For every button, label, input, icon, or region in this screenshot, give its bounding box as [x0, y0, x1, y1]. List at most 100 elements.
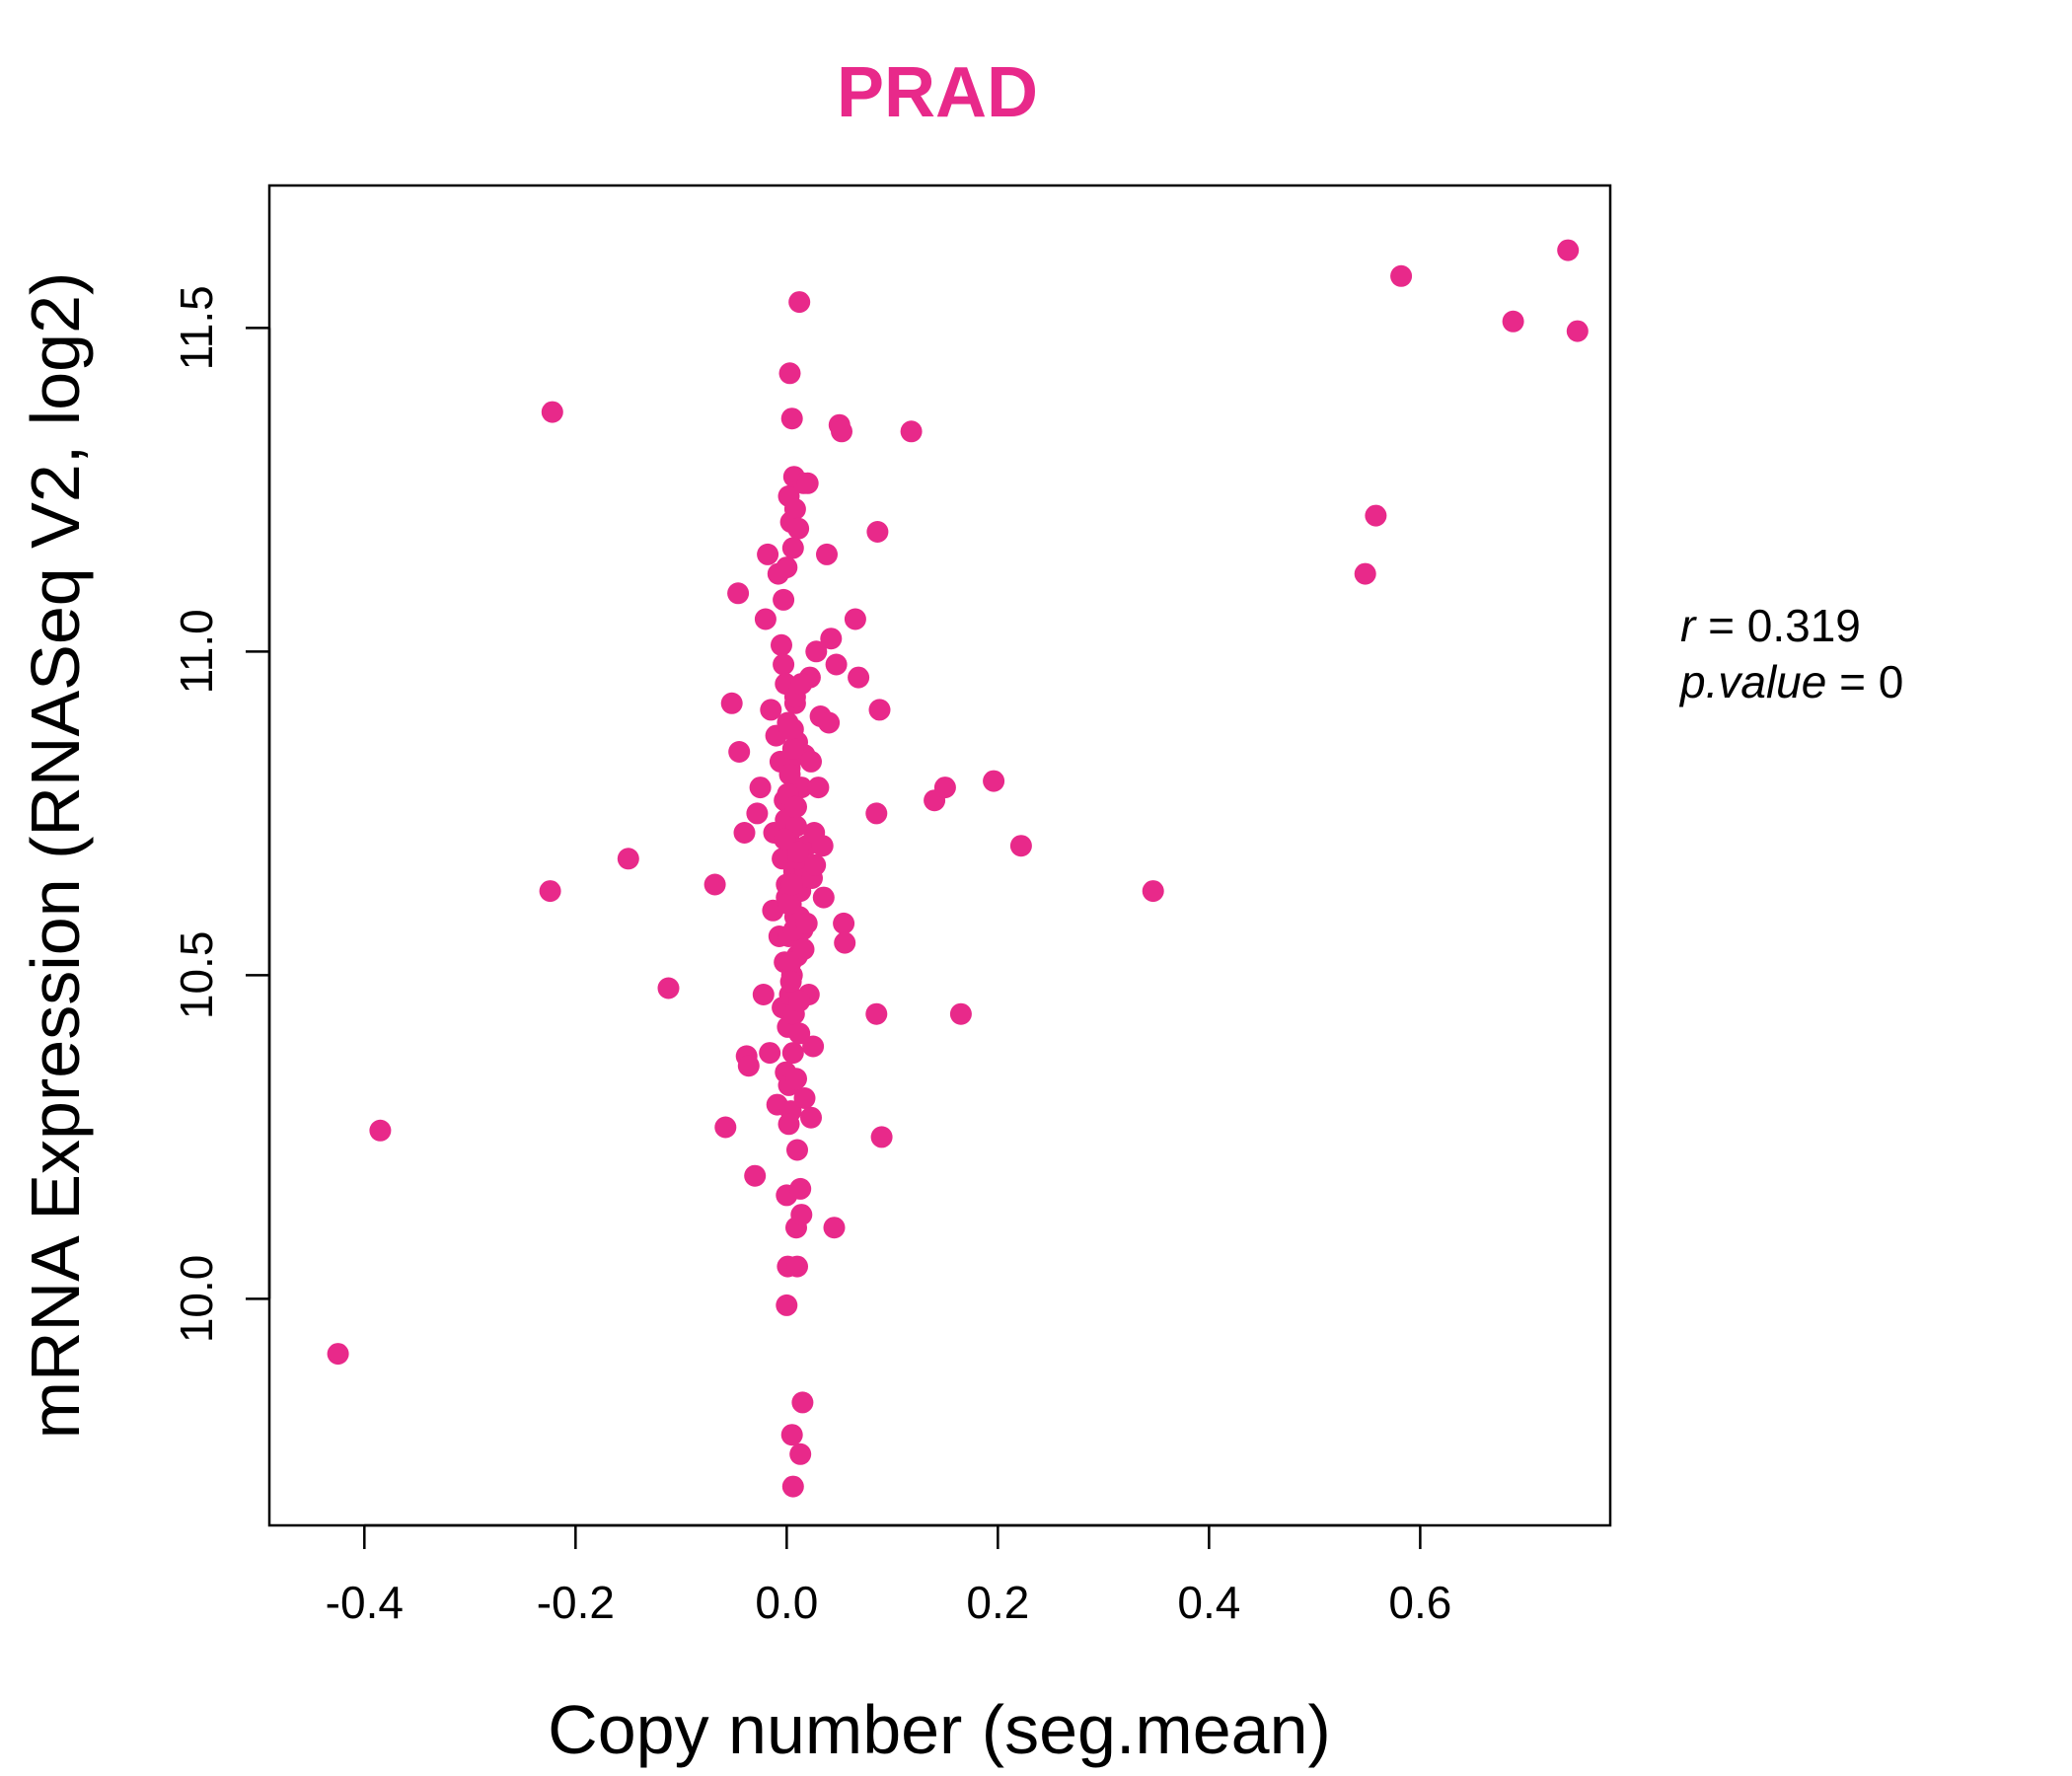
data-point [790, 673, 813, 696]
chart-title: PRAD [837, 53, 1038, 132]
data-point [781, 537, 804, 559]
data-point [776, 556, 798, 579]
data-point [1142, 880, 1164, 903]
data-point [774, 828, 796, 851]
data-point [778, 764, 801, 785]
data-point [760, 699, 782, 721]
data-point [1009, 835, 1032, 857]
data-point [737, 1055, 760, 1077]
data-point [727, 582, 750, 605]
data-point [744, 1164, 767, 1187]
data-point [749, 777, 772, 799]
data-point [720, 692, 743, 714]
data-point [779, 970, 802, 993]
data-point [752, 984, 775, 1005]
data-point [900, 420, 923, 443]
data-point [773, 653, 795, 676]
data-point [780, 407, 803, 430]
data-points [327, 239, 1589, 1498]
data-point [804, 853, 827, 876]
data-point [787, 841, 810, 863]
data-point [848, 666, 870, 689]
data-point [776, 1294, 798, 1316]
data-point [818, 711, 841, 734]
x-axis: -0.4 -0.2 0.0 0.2 0.4 0.6 [326, 1523, 1451, 1628]
data-point [1365, 504, 1387, 527]
data-point [795, 912, 818, 934]
data-point [865, 802, 888, 825]
data-point [771, 633, 792, 656]
data-point [783, 795, 806, 818]
data-point [773, 588, 795, 611]
data-point [369, 1119, 392, 1142]
y-tick-label: 11.0 [171, 609, 222, 694]
y-tick-label: 10.5 [171, 931, 222, 1020]
data-point [783, 498, 806, 520]
data-point [778, 362, 801, 385]
x-tick-label: 0.0 [755, 1577, 818, 1628]
data-point [800, 1106, 822, 1129]
data-point [786, 1139, 808, 1161]
data-point [816, 543, 838, 565]
data-point [870, 1126, 893, 1148]
data-point [812, 886, 835, 909]
data-point [757, 543, 779, 565]
data-point [539, 880, 561, 903]
data-point [834, 931, 856, 954]
data-point [777, 893, 800, 916]
data-point [866, 521, 889, 543]
data-point [825, 653, 848, 676]
data-point [728, 741, 751, 763]
data-point [754, 608, 777, 630]
p-stat-value: 0 [1879, 656, 1904, 707]
data-point [780, 873, 803, 896]
data-point [820, 628, 843, 650]
x-tick-label: -0.2 [537, 1577, 615, 1628]
data-point [833, 912, 855, 934]
data-point [865, 1002, 888, 1025]
data-point [781, 1042, 804, 1065]
data-point [714, 1116, 737, 1139]
x-tick-label: 0.2 [966, 1577, 1029, 1628]
data-point [617, 848, 639, 870]
data-point [777, 1113, 800, 1136]
data-point [791, 1391, 814, 1414]
data-point [785, 1068, 807, 1090]
data-point [802, 1035, 825, 1058]
data-point [759, 1042, 781, 1065]
data-point [788, 990, 811, 1012]
y-tick-label: 11.5 [171, 285, 222, 370]
data-point [788, 291, 811, 314]
data-point [1354, 562, 1376, 585]
data-point [792, 938, 815, 961]
data-point [805, 640, 828, 663]
data-point [657, 977, 680, 999]
r-stat: r = 0.319 [1680, 600, 1861, 651]
data-point [811, 835, 834, 857]
correlation-stats: r = 0.319 p.value = 0 [1678, 600, 1903, 707]
data-point [1566, 320, 1589, 342]
y-tick-label: 10.0 [171, 1255, 222, 1344]
data-point [983, 770, 1005, 792]
data-point [796, 472, 819, 494]
x-axis-label: Copy number (seg.mean) [548, 1691, 1331, 1768]
data-point [786, 1255, 808, 1278]
y-axis-label: mRNA Expression (RNASeq V2, log2) [17, 272, 94, 1440]
x-tick-label: 0.4 [1177, 1577, 1240, 1628]
data-point [1390, 264, 1413, 287]
data-point [789, 1443, 812, 1465]
y-axis: 10.0 10.5 11.0 11.5 [171, 285, 271, 1344]
data-point [1557, 239, 1580, 261]
p-stat: p.value = 0 [1678, 656, 1903, 707]
data-point [1502, 310, 1524, 333]
data-point [787, 517, 810, 540]
data-point [790, 1204, 813, 1226]
data-point [778, 718, 801, 741]
data-point [933, 777, 956, 799]
data-point [541, 401, 563, 423]
data-point [868, 699, 891, 721]
data-point [780, 1424, 803, 1446]
data-point [327, 1343, 349, 1366]
data-point [733, 822, 756, 844]
